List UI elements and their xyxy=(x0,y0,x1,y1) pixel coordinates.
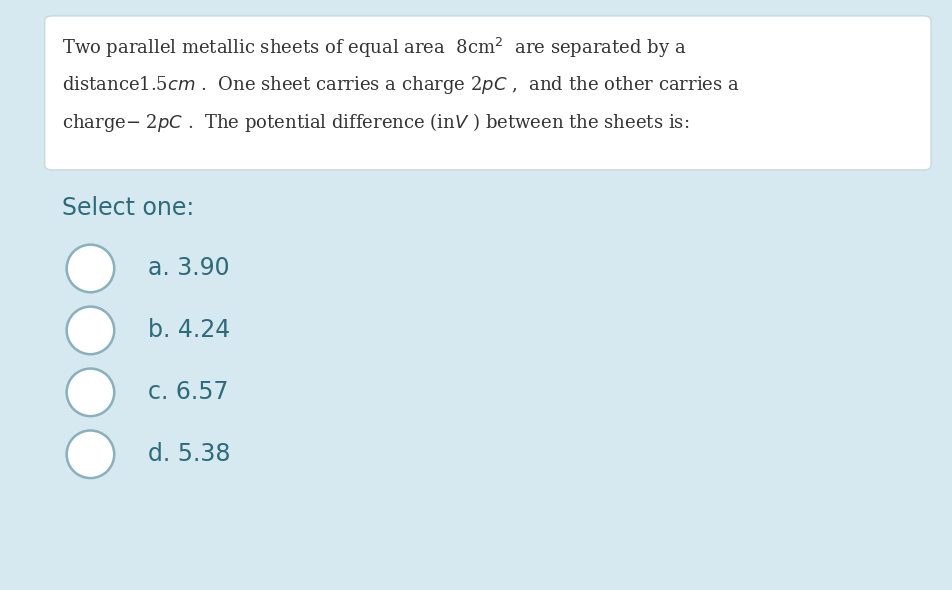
Text: Select one:: Select one: xyxy=(62,196,194,219)
Text: c. 6.57: c. 6.57 xyxy=(148,381,228,404)
Text: distance1.5$cm$ .  One sheet carries a charge 2$pC$ ,  and the other carries a: distance1.5$cm$ . One sheet carries a ch… xyxy=(62,74,740,96)
Ellipse shape xyxy=(67,431,114,478)
Ellipse shape xyxy=(67,245,114,292)
Text: d. 5.38: d. 5.38 xyxy=(148,442,230,466)
Text: b. 4.24: b. 4.24 xyxy=(148,319,229,342)
Text: a. 3.90: a. 3.90 xyxy=(148,257,229,280)
FancyBboxPatch shape xyxy=(45,16,931,170)
Text: Two parallel metallic sheets of equal area  8cm$^2$  are separated by a: Two parallel metallic sheets of equal ar… xyxy=(62,37,686,60)
Ellipse shape xyxy=(67,307,114,354)
Ellipse shape xyxy=(67,369,114,416)
Text: charge$-$ 2$pC$ .  The potential difference (in$V$ ) between the sheets is:: charge$-$ 2$pC$ . The potential differen… xyxy=(62,112,689,134)
